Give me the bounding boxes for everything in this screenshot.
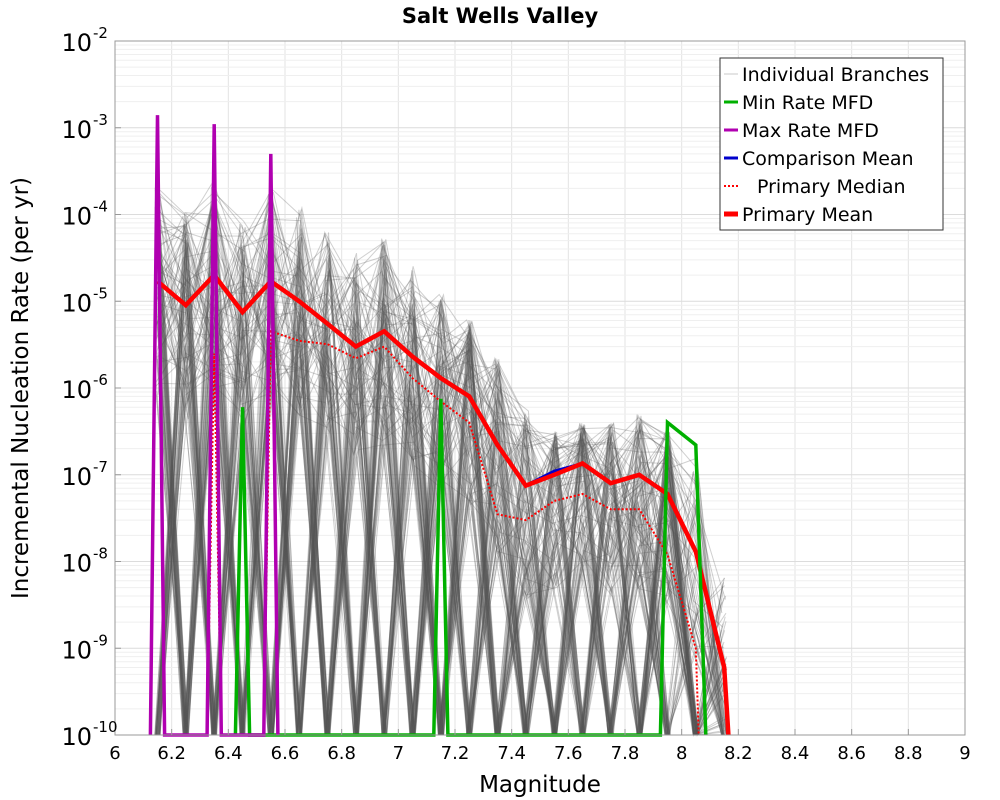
series-max-rate-mfd [148,115,280,737]
legend-label: Individual Branches [742,64,929,86]
y-tick-base: 10 [61,289,92,317]
y-tick-base: 10 [61,116,92,144]
branch-line [159,189,727,736]
x-axis-ticks: 6 6.2 6.4 6.6 6.8 7 7.2 7.4 7.6 7.8 8 8.2 8.4 8.6 8.8 9 [109,729,971,764]
y-tick-exponent: -4 [93,198,108,216]
series-primary-mean [156,271,731,736]
x-tick-label: 7.4 [497,743,526,764]
chart-title: Salt Wells Valley [402,4,599,28]
branch-line [159,193,725,736]
legend-label: Primary Median [757,176,906,198]
series-min-rate-mfd [233,398,708,737]
x-tick-label: 8.4 [781,743,810,764]
branch-line [158,258,722,736]
x-tick-label: 6.4 [214,743,243,764]
x-tick-label: 8.8 [894,743,923,764]
y-axis-label: Incremental Nucleation Rate (per yr) [8,177,34,599]
y-tick-base: 10 [61,29,92,57]
branch-line [159,224,723,736]
legend-label: Max Rate MFD [742,120,879,142]
y-tick-base: 10 [61,203,92,231]
x-tick-label: 7.8 [611,743,640,764]
branch-line [157,241,723,736]
branch-line [154,272,727,736]
x-tick-label: 7 [393,743,404,764]
y-tick-exponent: -8 [93,545,108,563]
y-tick-exponent: -2 [93,24,108,42]
legend-label: Min Rate MFD [742,92,873,114]
x-tick-label: 6.2 [157,743,186,764]
branch-line [160,260,723,736]
branch-line [156,240,728,736]
branch-line [158,233,728,736]
branch-line [157,194,723,736]
branch-line [159,241,726,736]
x-tick-label: 6.8 [327,743,356,764]
branch-line [154,258,722,736]
series-lines [148,115,731,737]
x-tick-label: 8.2 [724,743,753,764]
x-tick-label: 7.2 [441,743,470,764]
branch-line [158,192,727,736]
x-tick-label: 6 [109,743,120,764]
x-tick-label: 9 [959,743,970,764]
y-tick-base: 10 [61,636,92,664]
y-tick-base: 10 [61,723,92,751]
legend-label: Comparison Mean [742,148,914,170]
x-tick-label: 8.6 [837,743,866,764]
branch-line [159,209,722,736]
y-tick-exponent: -3 [93,111,108,129]
branch-line [157,186,726,736]
branch-line [159,280,725,736]
x-axis-label: Magnitude [479,772,601,798]
branch-line [158,223,723,736]
legend-box [719,57,944,231]
x-tick-label: 7.6 [554,743,583,764]
branch-line [158,262,724,736]
branch-line [159,233,725,736]
branch-line [158,231,722,736]
branch-line [155,316,725,736]
y-tick-exponent: -6 [93,371,108,389]
branch-line [155,219,724,736]
y-tick-base: 10 [61,463,92,491]
branch-line [158,205,727,736]
x-tick-label: 6.6 [271,743,300,764]
branch-line [155,199,724,736]
y-tick-base: 10 [61,376,92,404]
branch-line [155,227,724,736]
x-tick-label: 8 [676,743,687,764]
branch-line [156,279,724,736]
y-tick-exponent: -10 [93,718,118,736]
branch-line [155,191,727,736]
y-tick-base: 10 [61,550,92,578]
branch-line [155,229,724,736]
branch-line [157,243,722,736]
legend-label: Primary Mean [742,204,873,226]
y-tick-exponent: -7 [93,458,108,476]
legend: Individual Branches Min Rate MFD Max Rate … [719,57,944,231]
branch-line [158,203,727,736]
y-tick-exponent: -5 [93,284,108,302]
branch-line [156,270,723,736]
branch-line [158,251,725,736]
branch-line [155,209,724,736]
branch-line [154,188,722,736]
branch-line [154,193,723,736]
y-tick-exponent: -9 [93,631,108,649]
branch-line [158,236,726,736]
